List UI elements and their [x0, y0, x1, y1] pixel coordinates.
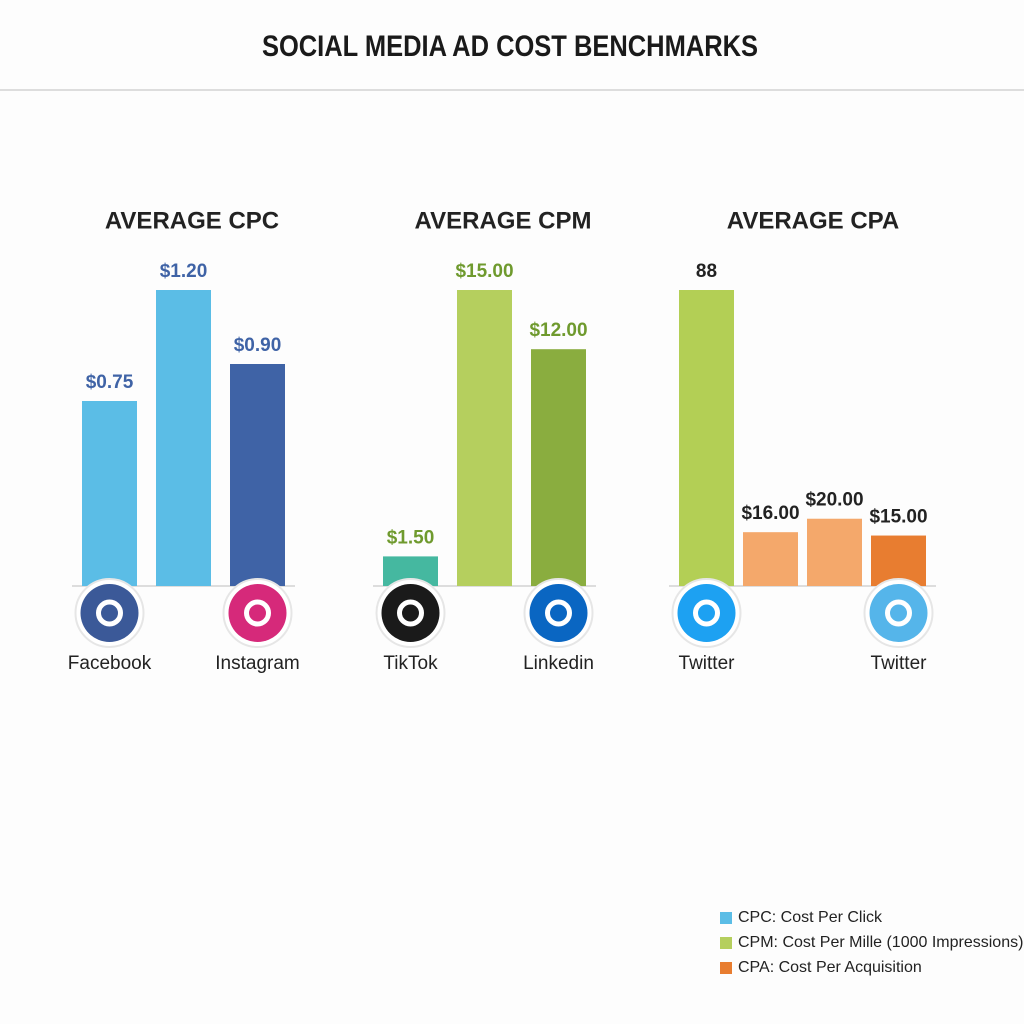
platform-icon-glyph — [885, 599, 912, 627]
platform-icon — [529, 584, 588, 642]
legend-swatch — [720, 912, 732, 924]
bar — [156, 290, 211, 586]
platform-label: Facebook — [68, 653, 152, 674]
platform-label: TikTok — [383, 653, 438, 674]
platform-icon-glyph — [693, 599, 720, 627]
bar — [531, 349, 586, 586]
platform-icon-glyph — [244, 599, 271, 627]
value-label: $0.75 — [86, 372, 134, 393]
platform-label: Twitter — [679, 653, 736, 674]
value-label: $15.00 — [869, 507, 927, 528]
platform-icon — [381, 584, 440, 642]
legend-label: CPC: Cost Per Click — [738, 909, 883, 926]
legend-label: CPM: Cost Per Mille (1000 Impressions) — [738, 934, 1023, 951]
platform-icon-glyph — [545, 599, 572, 627]
bar — [871, 535, 926, 586]
bar — [743, 532, 798, 586]
platform-icon — [677, 584, 736, 642]
bar — [457, 290, 512, 586]
title: SOCIAL MEDIA AD COST BENCHMARKS — [262, 29, 758, 62]
chart-subtitle: AVERAGE CPA — [727, 207, 899, 234]
legend-swatch — [720, 962, 732, 974]
chart-subtitle: AVERAGE CPM — [415, 207, 592, 234]
legend-label: CPA: Cost Per Acquisition — [738, 959, 922, 976]
legend-swatch — [720, 937, 732, 949]
platform-icon-glyph — [96, 599, 123, 627]
chart-subtitle: AVERAGE CPC — [105, 207, 279, 234]
bar — [230, 364, 285, 586]
value-label: $0.90 — [234, 335, 282, 356]
platform-label: Twitter — [871, 653, 928, 674]
value-label: 88 — [696, 261, 717, 282]
value-label: $1.50 — [387, 527, 435, 548]
platform-icon — [228, 584, 287, 642]
platform-label: Instagram — [215, 653, 299, 674]
value-label: $15.00 — [455, 261, 513, 282]
value-label: $1.20 — [160, 261, 208, 282]
bar — [679, 290, 734, 586]
platform-icon — [80, 584, 139, 642]
bar — [807, 518, 862, 586]
value-label: $12.00 — [529, 320, 587, 341]
value-label: $16.00 — [741, 503, 799, 524]
bar — [82, 401, 137, 586]
platform-icon — [869, 584, 928, 642]
value-label: $20.00 — [805, 490, 863, 511]
platform-icon-glyph — [397, 599, 424, 627]
platform-label: Linkedin — [523, 653, 594, 674]
